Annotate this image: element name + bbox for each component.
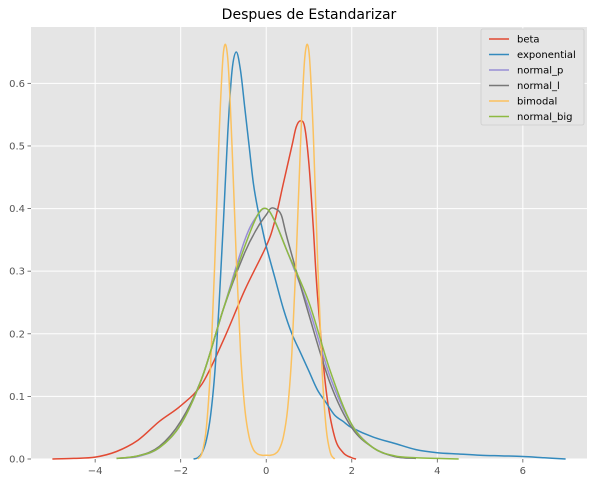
legend-label-exponential: exponential xyxy=(517,50,576,61)
x-tick-label: 2 xyxy=(349,466,355,477)
x-axis-ticks: −4 −2 0 2 4 6 xyxy=(88,459,526,477)
y-tick-label: 0.1 xyxy=(9,392,25,403)
x-tick-label: −2 xyxy=(173,466,188,477)
legend-label-normal-l: normal_l xyxy=(517,81,560,92)
y-tick-label: 0.3 xyxy=(9,267,25,278)
y-tick-label: 0.6 xyxy=(9,79,25,90)
legend-label-normal-big: normal_big xyxy=(517,112,573,123)
legend-label-beta: beta xyxy=(517,35,540,46)
x-tick-label: 6 xyxy=(520,466,526,477)
legend-label-bimodal: bimodal xyxy=(517,97,557,108)
x-tick-label: −4 xyxy=(88,466,103,477)
y-tick-label: 0.0 xyxy=(9,455,25,466)
y-axis-ticks: 0.0 0.1 0.2 0.3 0.4 0.5 0.6 xyxy=(9,79,31,466)
y-tick-label: 0.5 xyxy=(9,141,25,152)
x-tick-label: 4 xyxy=(434,466,440,477)
y-tick-label: 0.4 xyxy=(9,204,25,215)
legend-label-normal-p: normal_p xyxy=(517,66,563,77)
y-tick-label: 0.2 xyxy=(9,329,25,340)
chart-title: Despues de Estandarizar xyxy=(222,7,397,23)
x-tick-label: 0 xyxy=(263,466,269,477)
